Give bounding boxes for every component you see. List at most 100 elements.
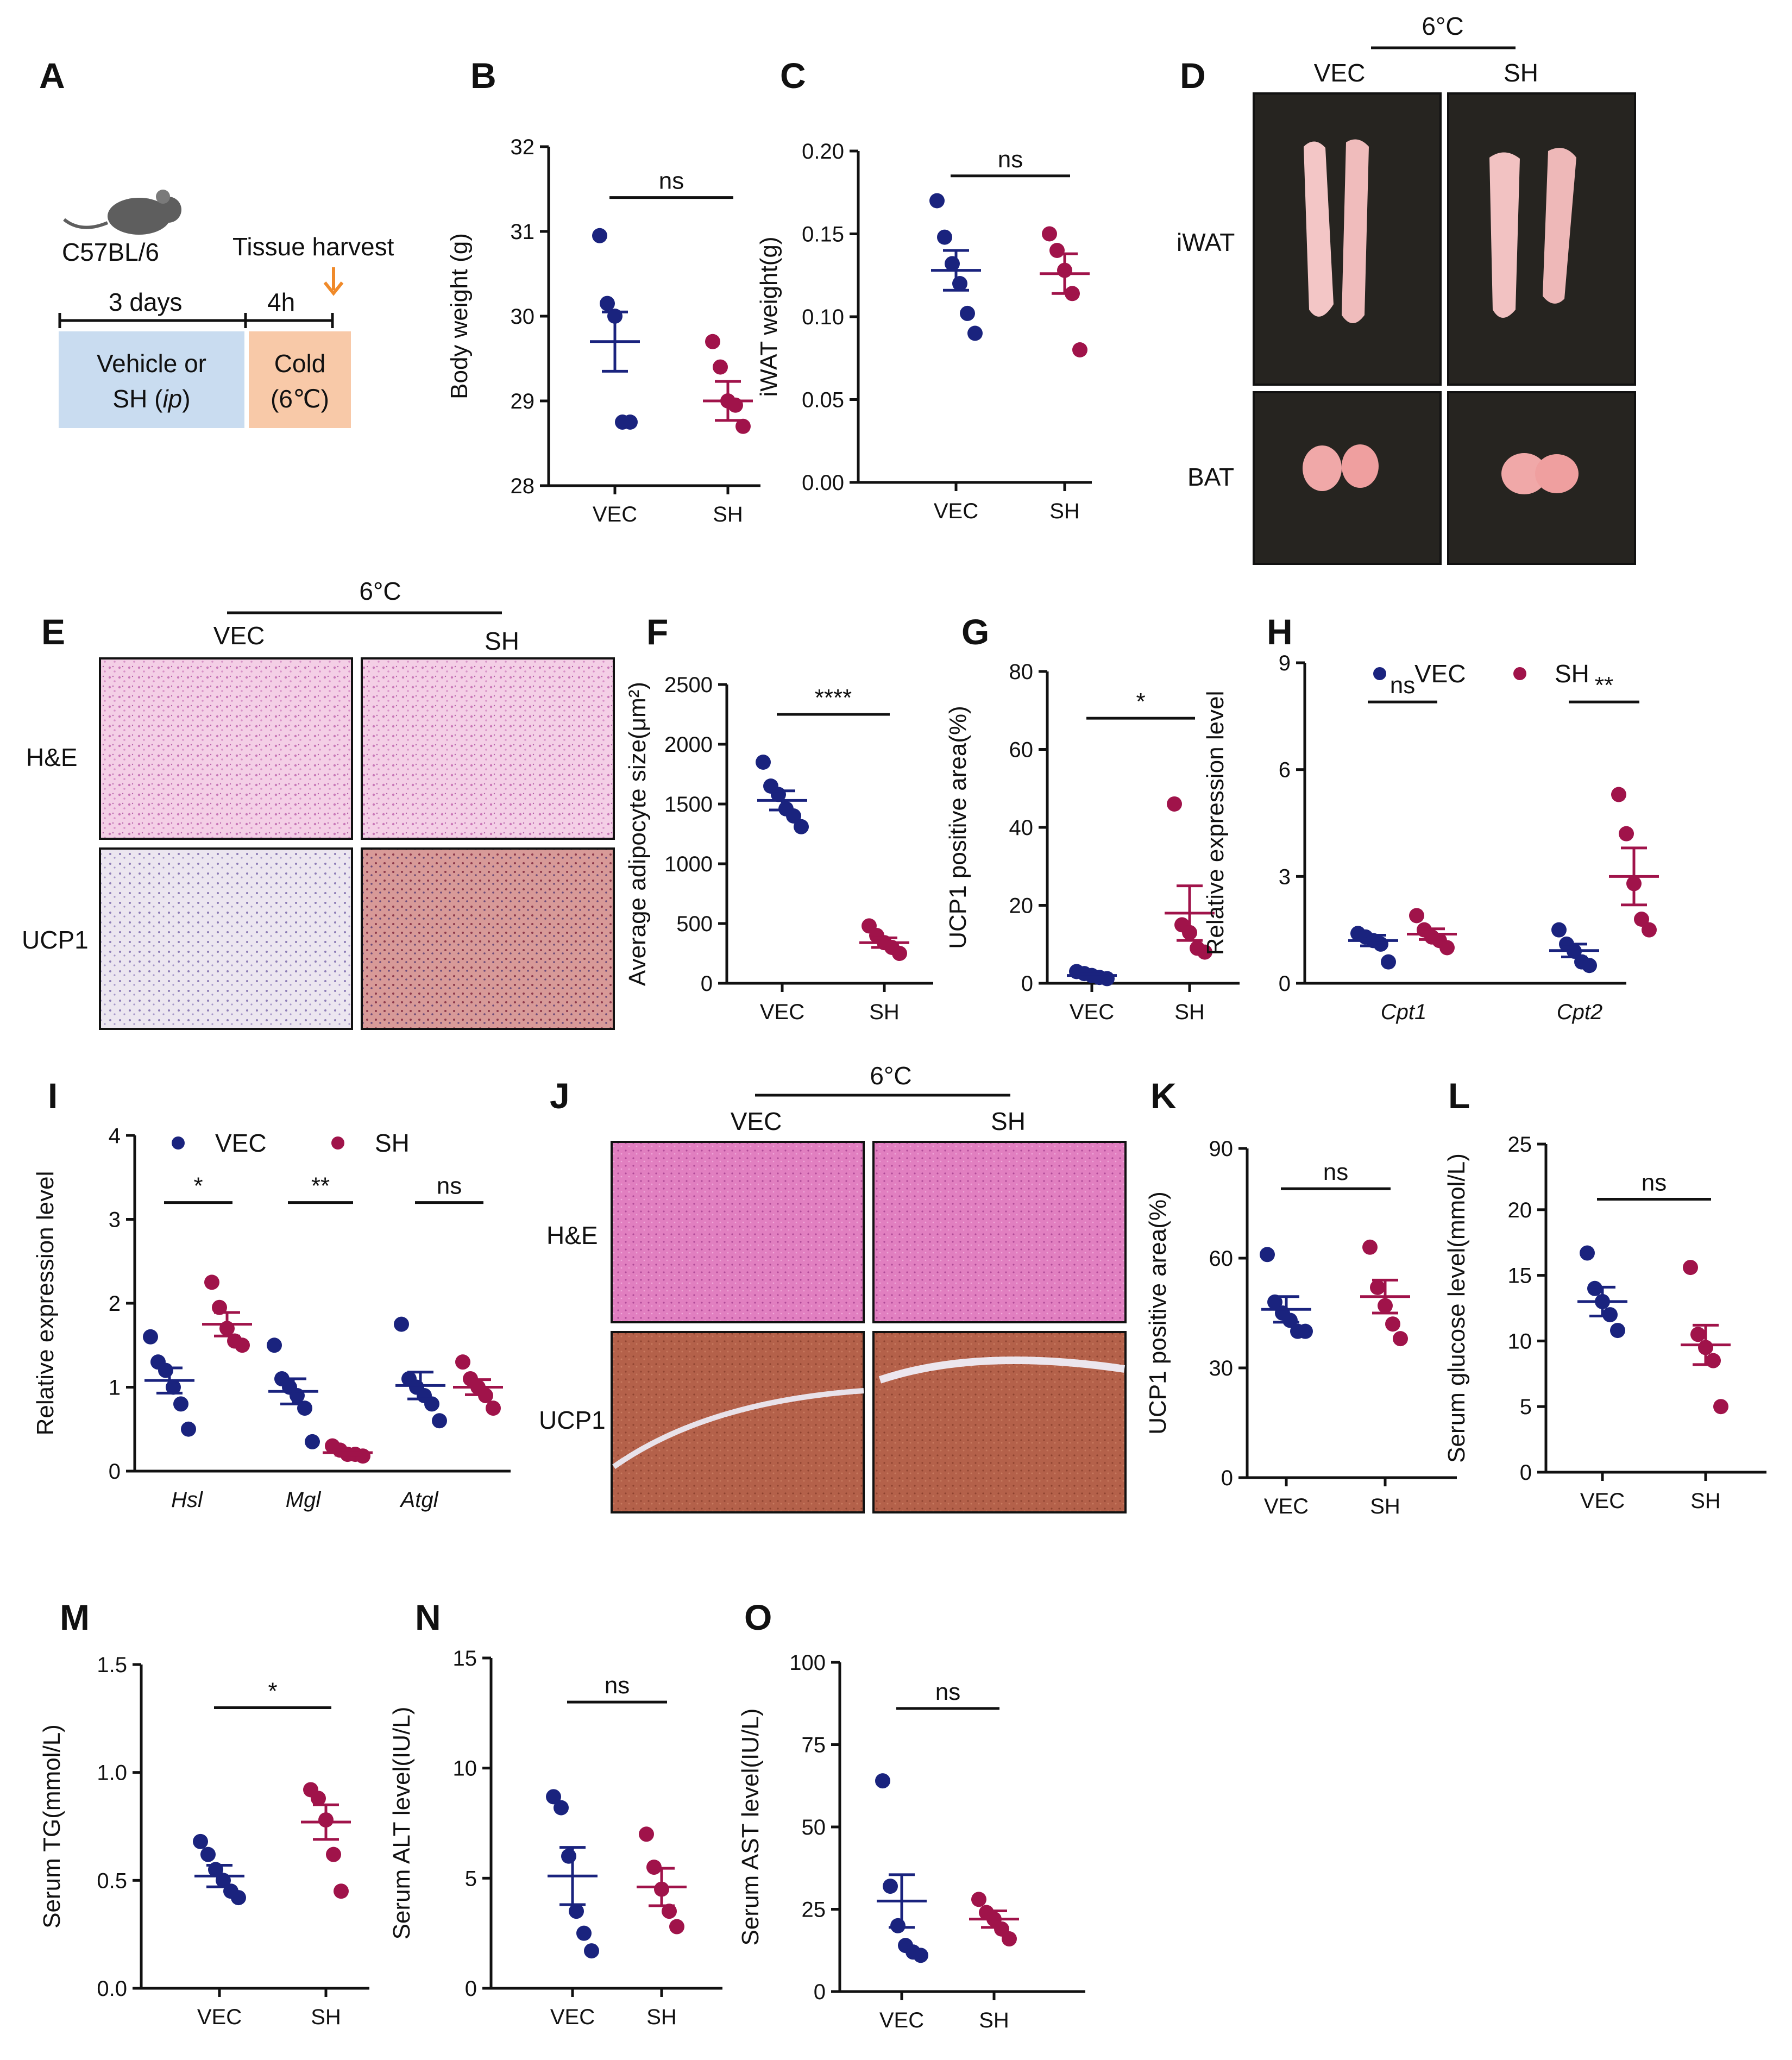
row-label-e-ucp1: UCP1 (22, 926, 89, 954)
y-tick-label: 4 (109, 1124, 121, 1148)
y-tick-label: 50 (802, 1816, 826, 1839)
chart-n: 0 5 10 15 Serum ALT level(IU/L) VEC SH ns (388, 1647, 722, 2029)
chart-k: 0 30 60 90 UCP1 positive area(%) VEC SH ns (1145, 1137, 1457, 1518)
y-tick-label: 0 (701, 972, 713, 996)
x-tick-label: SH (1174, 1000, 1205, 1024)
x-category-label: Hsl (171, 1488, 203, 1512)
legend-i-vec: VEC (215, 1129, 267, 1157)
data-point-vec (875, 1773, 890, 1789)
data-point-sh (892, 946, 907, 961)
y-tick-label: 0 (814, 1980, 826, 2004)
y-tick-label: 80 (1009, 660, 1034, 684)
data-point-vec (600, 296, 615, 311)
col-label-e-vec: VEC (213, 621, 265, 650)
legend-i-sh: SH (375, 1129, 410, 1157)
data-point-vec (967, 325, 983, 341)
photo-iwat-sh (1447, 92, 1636, 386)
x-tick-label: SH (1690, 1489, 1721, 1513)
histo-j-he-sh (872, 1141, 1127, 1323)
data-point-vec (1267, 1294, 1282, 1310)
data-point-vec (554, 1800, 569, 1816)
y-tick-label: 2 (109, 1292, 121, 1316)
y-tick-label: 2500 (664, 673, 713, 697)
panel-label-n: N (415, 1597, 441, 1637)
x-tick-label: SH (869, 1000, 900, 1024)
panel-label-g: G (961, 612, 989, 652)
y-axis-label: iWAT weight(g) (756, 236, 782, 397)
data-point-sh (1049, 243, 1065, 258)
x-tick-label: VEC (934, 499, 978, 523)
y-tick-label: 0 (465, 1977, 477, 2001)
y-tick-label: 1 (109, 1376, 121, 1400)
temp-label-e: 6°C (359, 577, 401, 605)
y-tick-label: 6 (1279, 758, 1291, 782)
col-label-j-vec: VEC (731, 1107, 782, 1135)
harvest-label: Tissue harvest (232, 233, 394, 261)
y-tick-label: 1500 (664, 793, 713, 817)
significance-label: **** (815, 684, 852, 711)
data-point-vec (913, 1948, 928, 1963)
data-point-sh (1683, 1260, 1698, 1276)
y-tick-label: 0 (1221, 1466, 1233, 1490)
data-point-vec (181, 1421, 196, 1437)
data-point-vec (1373, 936, 1388, 952)
data-point-vec (394, 1316, 409, 1332)
data-point-sh (1706, 1353, 1721, 1368)
data-point-vec (305, 1434, 320, 1449)
y-tick-label: 90 (1209, 1137, 1234, 1161)
data-point-sh (1167, 796, 1182, 812)
y-tick-label: 100 (789, 1651, 826, 1675)
x-tick-label: SH (979, 2008, 1009, 2032)
y-axis-label: Body weight (g) (446, 233, 473, 399)
y-axis-label: Relative expression level (1202, 691, 1229, 956)
legend-i-vec-marker (172, 1136, 185, 1150)
data-point-vec (1260, 1247, 1275, 1263)
data-point-sh (639, 1826, 654, 1842)
col-label-d-sh: SH (1504, 59, 1538, 87)
y-tick-label: 5 (465, 1867, 477, 1891)
data-point-sh (1197, 944, 1212, 960)
y-axis-label: Average adipocyte size(μm²) (624, 682, 651, 986)
data-point-vec (569, 1904, 584, 1919)
significance-label: ns (437, 1173, 462, 1199)
chart-m: 0.0 0.5 1.0 1.5 Serum TG(mmol/L) VEC SH * (39, 1653, 369, 2029)
data-point-vec (1582, 958, 1597, 974)
y-axis-label: Relative expression level (32, 1171, 59, 1436)
chart-f: 0 500 1000 1500 2000 2500 Average adipocyte si… (624, 673, 933, 1024)
data-point-sh (1393, 1331, 1408, 1347)
y-tick-label: 0 (1021, 972, 1033, 996)
legend-h-vec: VEC (1414, 660, 1466, 688)
y-tick-label: 60 (1209, 1247, 1234, 1271)
data-point-sh (334, 1883, 349, 1899)
data-point-vec (794, 819, 809, 834)
y-tick-label: 15 (453, 1647, 477, 1670)
histo-j-he-vec (611, 1141, 865, 1323)
data-point-vec (883, 1879, 898, 1894)
data-point-vec (890, 1918, 906, 1933)
data-point-sh (1611, 787, 1626, 802)
data-point-sh (1634, 912, 1649, 927)
panel-label-c: C (780, 55, 806, 96)
y-tick-label: 0.15 (802, 223, 844, 247)
significance-label: ns (1390, 672, 1415, 699)
row-label-j-he: H&E (546, 1221, 598, 1249)
y-tick-label: 75 (802, 1734, 826, 1757)
data-point-vec (267, 1337, 282, 1353)
significance-label: ns (1323, 1159, 1348, 1185)
treatment-line1: Vehicle or (97, 349, 206, 378)
photo-iwat-vec (1253, 92, 1442, 386)
significance-label: * (193, 1173, 203, 1199)
data-point-vec (173, 1396, 188, 1412)
chart-o: 0 25 50 75 100 Serum AST level(IU/L) VEC SH ns (737, 1651, 1085, 2032)
x-tick-label: SH (311, 2005, 341, 2029)
legend-h-vec-marker (1373, 667, 1386, 680)
y-tick-label: 15 (1508, 1264, 1532, 1288)
mouse-icon (63, 190, 181, 235)
photo-bat-vec (1253, 391, 1442, 565)
x-tick-label: SH (713, 503, 743, 526)
data-point-sh (1370, 1279, 1385, 1295)
significance-label: ** (1595, 672, 1613, 699)
y-tick-label: 29 (511, 390, 535, 413)
data-point-sh (1002, 1931, 1017, 1947)
